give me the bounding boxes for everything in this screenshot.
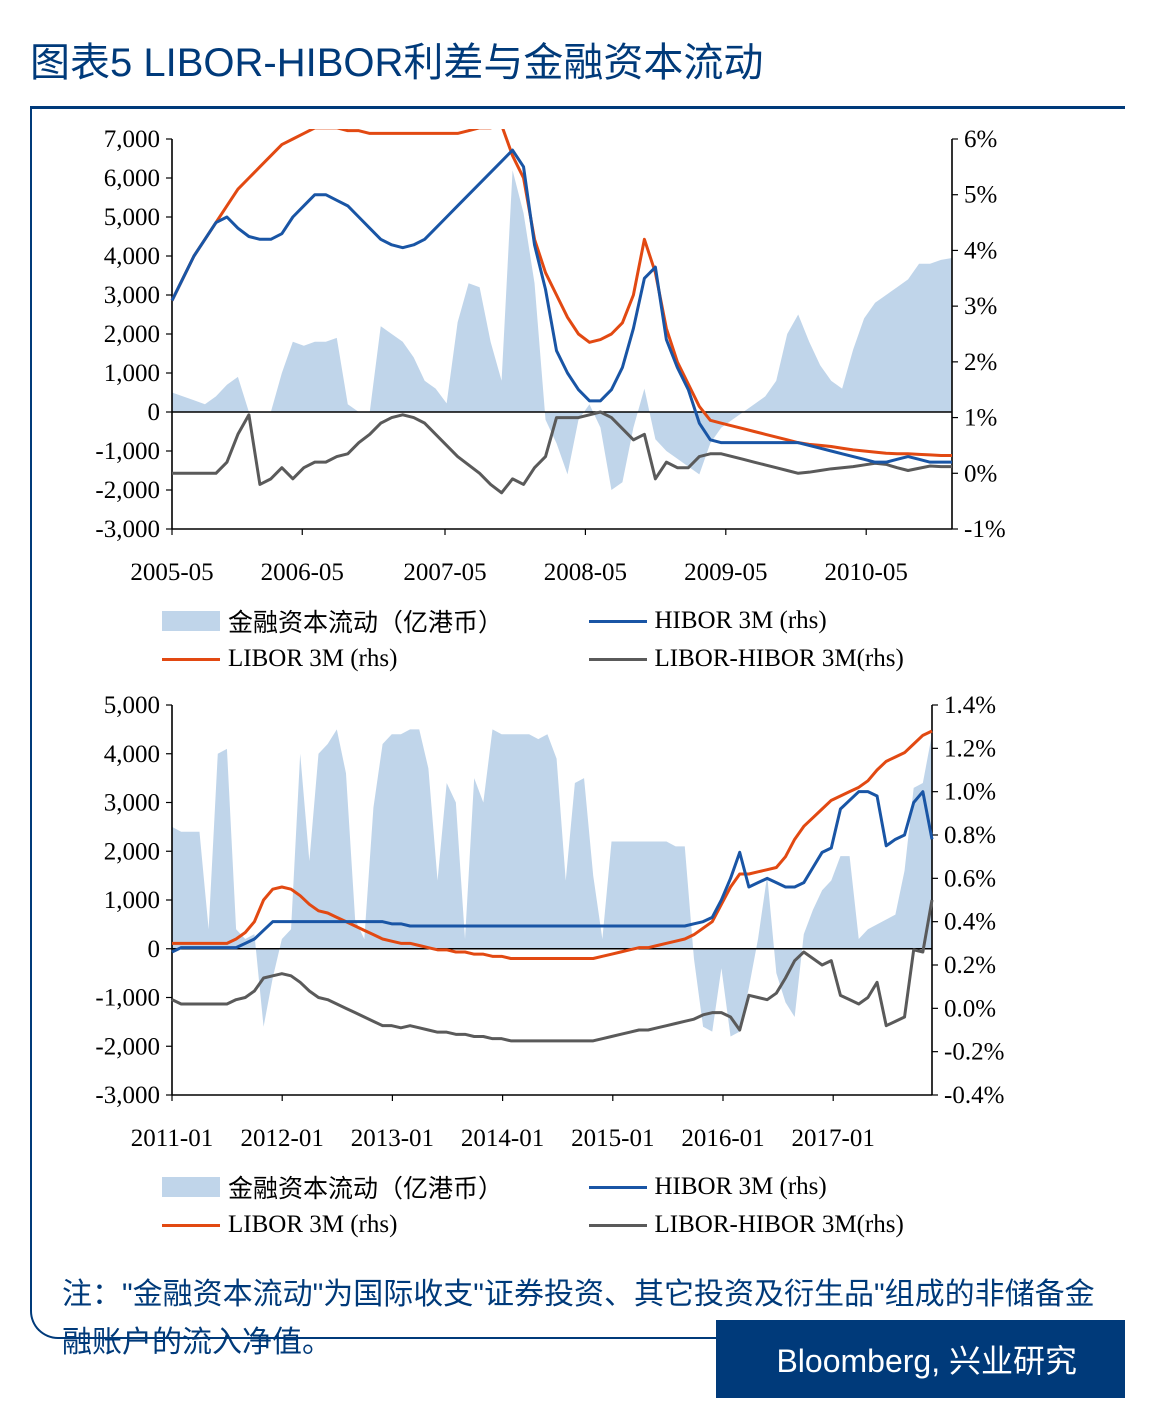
svg-text:5,000: 5,000: [104, 204, 160, 231]
svg-text:1%: 1%: [964, 405, 997, 432]
svg-text:1,000: 1,000: [104, 360, 160, 387]
legend-item-area: 金融资本流动（亿港币）: [162, 603, 569, 639]
svg-text:-2,000: -2,000: [95, 1033, 160, 1060]
legend-label: LIBOR 3M (rhs): [228, 645, 397, 673]
svg-text:3%: 3%: [964, 293, 997, 320]
legend-label: 金融资本流动（亿港币）: [228, 603, 503, 639]
svg-text:5%: 5%: [964, 182, 997, 209]
legend-top: 金融资本流动（亿港币） HIBOR 3M (rhs) LIBOR 3M (rhs…: [42, 593, 1115, 695]
legend-label: LIBOR-HIBOR 3M(rhs): [655, 1211, 904, 1239]
svg-text:1.2%: 1.2%: [944, 735, 996, 762]
svg-text:-0.4%: -0.4%: [944, 1082, 1004, 1109]
svg-text:-2,000: -2,000: [95, 477, 160, 504]
source-bar: Bloomberg, 兴业研究: [716, 1320, 1125, 1398]
svg-text:3,000: 3,000: [104, 790, 160, 817]
chart-box: -3,000 -2,000 -1,000 0 1,000 2,000 3,000 4,000 5…: [30, 109, 1125, 1339]
svg-text:4%: 4%: [964, 237, 997, 264]
svg-text:4,000: 4,000: [104, 741, 160, 768]
svg-text:2,000: 2,000: [104, 321, 160, 348]
svg-text:1,000: 1,000: [104, 887, 160, 914]
line-swatch-icon: [589, 620, 647, 623]
svg-text:-3,000: -3,000: [95, 516, 160, 543]
svg-text:1.4%: 1.4%: [944, 695, 996, 719]
svg-text:0.2%: 0.2%: [944, 952, 996, 979]
legend-item-spread: LIBOR-HIBOR 3M(rhs): [589, 1211, 996, 1239]
legend-item-spread: LIBOR-HIBOR 3M(rhs): [589, 645, 996, 673]
line-swatch-icon: [162, 658, 220, 661]
legend-item-hibor: HIBOR 3M (rhs): [589, 1169, 996, 1205]
svg-text:6%: 6%: [964, 129, 997, 153]
svg-text:0: 0: [148, 399, 161, 426]
legend-item-area: 金融资本流动（亿港币）: [162, 1169, 569, 1205]
svg-text:4,000: 4,000: [104, 243, 160, 270]
area-swatch-icon: [162, 1177, 220, 1197]
area-swatch-icon: [162, 611, 220, 631]
line-swatch-icon: [589, 1224, 647, 1227]
chart-top-x-labels: 2005-052006-052007-052008-052009-052010-…: [42, 559, 1115, 593]
legend-label: HIBOR 3M (rhs): [655, 607, 827, 635]
line-swatch-icon: [162, 1224, 220, 1227]
svg-text:0.4%: 0.4%: [944, 909, 996, 936]
svg-text:0.8%: 0.8%: [944, 822, 996, 849]
svg-text:7,000: 7,000: [104, 129, 160, 153]
legend-label: 金融资本流动（亿港币）: [228, 1169, 503, 1205]
legend-label: LIBOR 3M (rhs): [228, 1211, 397, 1239]
legend-label: HIBOR 3M (rhs): [655, 1173, 827, 1201]
svg-text:2,000: 2,000: [104, 838, 160, 865]
chart-bottom: -3,000 -2,000 -1,000 0 1,000 2,000 3,000 4,000 5…: [42, 695, 1115, 1125]
line-swatch-icon: [589, 1186, 647, 1189]
svg-text:-0.2%: -0.2%: [944, 1039, 1004, 1066]
svg-text:0: 0: [148, 936, 161, 963]
legend-item-hibor: HIBOR 3M (rhs): [589, 603, 996, 639]
svg-text:-1,000: -1,000: [95, 438, 160, 465]
legend-bottom: 金融资本流动（亿港币） HIBOR 3M (rhs) LIBOR 3M (rhs…: [42, 1159, 1115, 1261]
chart-bottom-x-labels: 2011-012012-012013-012014-012015-012016-…: [42, 1125, 1115, 1159]
svg-text:-3,000: -3,000: [95, 1082, 160, 1109]
chart-top: -3,000 -2,000 -1,000 0 1,000 2,000 3,000 4,000 5…: [42, 129, 1115, 559]
svg-text:-1,000: -1,000: [95, 985, 160, 1012]
svg-text:5,000: 5,000: [104, 695, 160, 719]
svg-text:0.0%: 0.0%: [944, 995, 996, 1022]
svg-text:1.0%: 1.0%: [944, 779, 996, 806]
svg-text:3,000: 3,000: [104, 282, 160, 309]
legend-label: LIBOR-HIBOR 3M(rhs): [655, 645, 904, 673]
figure-title: 图表5 LIBOR-HIBOR利差与金融资本流动: [30, 20, 1125, 109]
svg-text:2%: 2%: [964, 349, 997, 376]
legend-item-libor: LIBOR 3M (rhs): [162, 1211, 569, 1239]
figure-container: 图表5 LIBOR-HIBOR利差与金融资本流动 -3,000 -2,000 -1,…: [0, 0, 1155, 1424]
svg-text:0%: 0%: [964, 460, 997, 487]
svg-text:0.6%: 0.6%: [944, 865, 996, 892]
line-swatch-icon: [589, 658, 647, 661]
svg-text:6,000: 6,000: [104, 165, 160, 192]
svg-text:-1%: -1%: [964, 516, 1006, 543]
legend-item-libor: LIBOR 3M (rhs): [162, 645, 569, 673]
